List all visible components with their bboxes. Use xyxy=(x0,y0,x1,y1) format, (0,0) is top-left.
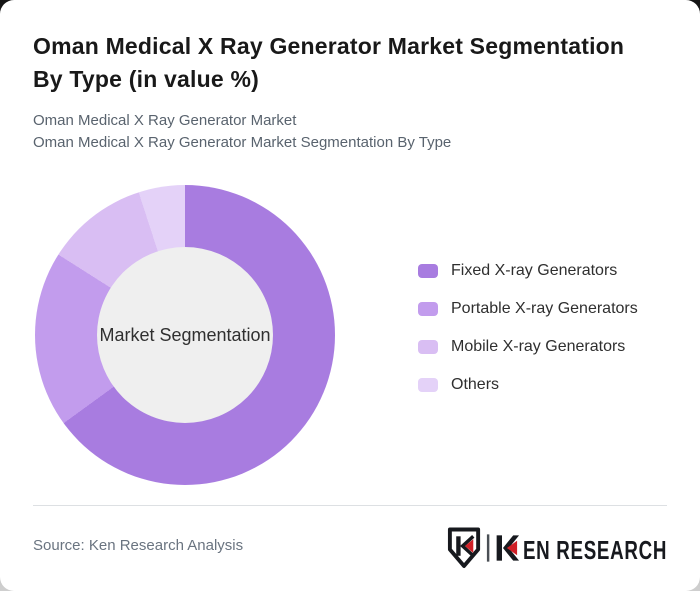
legend-label-fixed: Fixed X-ray Generators xyxy=(451,262,618,279)
shield-icon xyxy=(447,527,481,568)
footer-divider xyxy=(33,505,667,506)
legend-swatch-portable xyxy=(418,301,438,316)
legend-label-portable: Portable X-ray Generators xyxy=(451,300,638,317)
logo-wordmark: EN RESEARCH xyxy=(523,535,667,565)
legend-swatch-fixed xyxy=(418,263,438,278)
legend-swatch-mobile xyxy=(418,339,438,354)
legend-item-portable[interactable]: Portable X-ray Generators xyxy=(418,299,638,318)
legend-label-others: Others xyxy=(451,376,500,393)
shield-k-red-triangle xyxy=(464,539,474,553)
page-title: Oman Medical X Ray Generator Market Segm… xyxy=(33,30,673,96)
legend-item-others[interactable]: Others xyxy=(418,375,638,394)
source-text: Source: Ken Research Analysis xyxy=(33,537,244,554)
logo-separator xyxy=(486,534,490,562)
subtitle-line2: Oman Medical X Ray Generator Market Segm… xyxy=(33,134,452,151)
chart-legend: Fixed X-ray Generators Portable X-ray Ge… xyxy=(418,261,638,413)
legend-label-mobile: Mobile X-ray Generators xyxy=(451,338,626,355)
donut-center-label: Market Segmentation xyxy=(99,324,271,345)
donut-hole: Market Segmentation xyxy=(97,247,273,423)
page-subtitle: Oman Medical X Ray Generator Market Oman… xyxy=(33,110,673,154)
legend-item-fixed[interactable]: Fixed X-ray Generators xyxy=(418,261,638,280)
donut-chart: Market Segmentation xyxy=(35,185,335,485)
page-title-line2: By Type (in value %) xyxy=(33,66,259,92)
logo-letter-k xyxy=(496,535,520,561)
legend-item-mobile[interactable]: Mobile X-ray Generators xyxy=(418,337,638,356)
page-title-line1: Oman Medical X Ray Generator Market Segm… xyxy=(33,33,625,59)
ken-research-logo: EN RESEARCH xyxy=(447,527,667,568)
legend-swatch-others xyxy=(418,377,438,392)
subtitle-line1: Oman Medical X Ray Generator Market xyxy=(33,112,297,129)
logo-k-red-triangle xyxy=(506,540,518,556)
